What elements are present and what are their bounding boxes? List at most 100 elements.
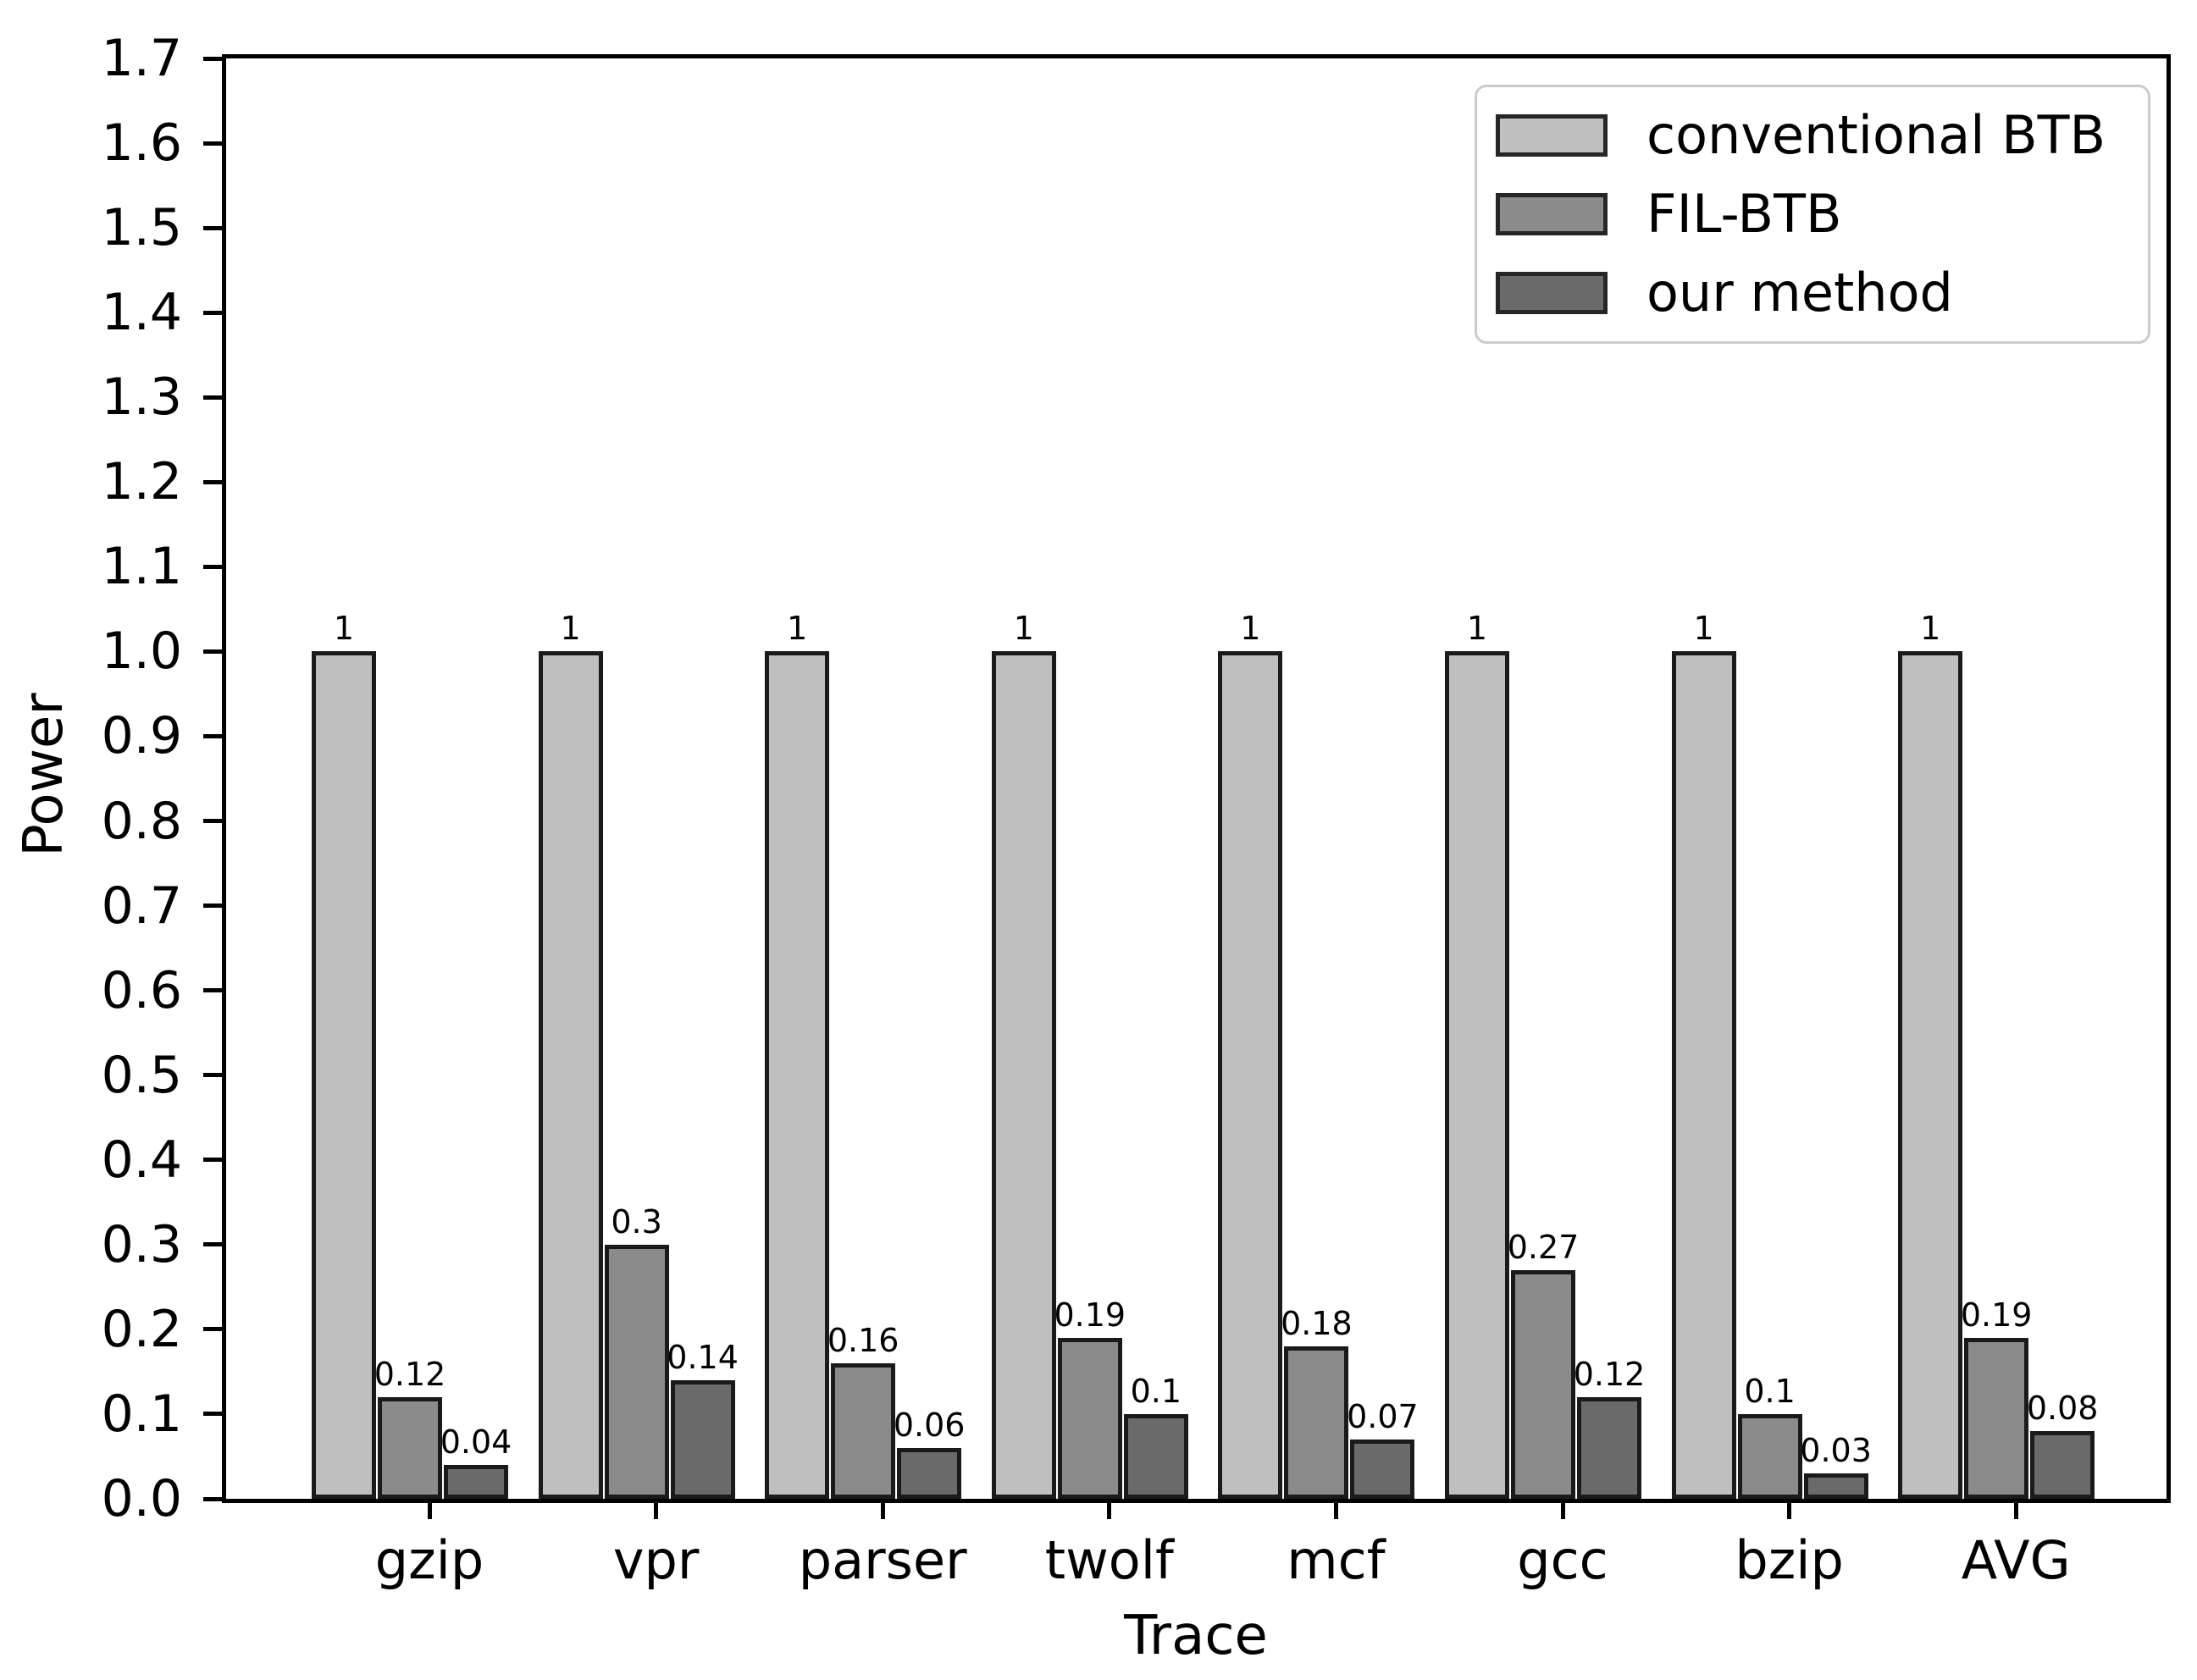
bar-value-label: 1 — [1013, 610, 1034, 648]
y-tick-label: 0.2 — [101, 1299, 182, 1359]
bar — [1964, 1337, 2029, 1499]
bar-value-label: 0.12 — [1573, 1355, 1646, 1393]
x-category-label: gcc — [1517, 1529, 1608, 1591]
x-category-label: gzip — [374, 1529, 484, 1591]
y-tick-mark — [203, 1073, 222, 1078]
y-tick-label: 0.8 — [101, 791, 182, 851]
bar-value-label: 0.12 — [374, 1355, 446, 1393]
bar — [1350, 1439, 1415, 1499]
bar — [1803, 1473, 1868, 1499]
y-tick-mark — [203, 564, 222, 569]
bar — [2030, 1430, 2095, 1499]
y-tick-label: 1.2 — [101, 452, 182, 512]
y-tick-mark — [203, 988, 222, 993]
y-tick-label: 0.6 — [101, 960, 182, 1020]
bar-value-label: 0.19 — [1054, 1296, 1126, 1334]
x-category-label: twolf — [1044, 1529, 1174, 1591]
bar — [444, 1464, 508, 1499]
x-tick-mark — [1787, 1499, 1792, 1519]
legend-item: FIL-BTB — [1496, 182, 2148, 245]
bar — [1737, 1413, 1802, 1499]
bar — [765, 651, 830, 1499]
bar-value-label: 0.04 — [440, 1423, 512, 1461]
legend-swatch — [1496, 113, 1608, 157]
y-tick-label: 1.7 — [101, 29, 182, 88]
y-tick-label: 1.5 — [101, 198, 182, 258]
bar-value-label: 1 — [1240, 610, 1261, 648]
y-tick-mark — [203, 310, 222, 315]
bar — [831, 1362, 896, 1499]
x-axis-title: Trace — [1124, 1605, 1268, 1667]
bar-value-label: 0.14 — [667, 1338, 739, 1376]
y-tick-mark — [203, 1496, 222, 1501]
y-tick-mark — [203, 225, 222, 230]
bar — [604, 1244, 669, 1499]
y-tick-mark — [203, 1412, 222, 1417]
x-tick-mark — [427, 1499, 432, 1519]
x-category-label: bzip — [1735, 1529, 1844, 1591]
y-tick-mark — [203, 56, 222, 61]
bar-value-label: 0.03 — [1800, 1431, 1872, 1469]
legend-label: conventional BTB — [1646, 103, 2106, 166]
x-tick-mark — [654, 1499, 659, 1519]
bar-value-label: 1 — [1693, 610, 1714, 648]
bar — [991, 651, 1056, 1499]
x-category-label: AVG — [1961, 1529, 2071, 1591]
y-tick-mark — [203, 819, 222, 824]
y-tick-mark — [203, 479, 222, 484]
x-tick-mark — [2013, 1499, 2018, 1519]
legend-item: our method — [1496, 267, 2148, 319]
legend-item: conventional BTB — [1496, 103, 2148, 166]
y-tick-mark — [203, 904, 222, 909]
y-tick-mark — [203, 1327, 222, 1332]
y-tick-label: 1.0 — [101, 622, 182, 682]
y-tick-mark — [203, 1158, 222, 1163]
legend-swatch — [1496, 272, 1608, 315]
x-tick-mark — [1333, 1499, 1338, 1519]
x-tick-mark — [1107, 1499, 1112, 1519]
y-tick-label: 0.0 — [101, 1469, 182, 1528]
bar-value-label: 1 — [1466, 610, 1488, 648]
x-category-label: mcf — [1287, 1529, 1386, 1591]
bar-value-label: 1 — [560, 610, 581, 648]
bar-value-label: 0.16 — [827, 1321, 899, 1359]
bar — [312, 651, 376, 1499]
y-tick-mark — [203, 733, 222, 738]
y-tick-label: 0.3 — [101, 1214, 182, 1274]
y-tick-label: 1.6 — [101, 113, 182, 174]
bar-value-label: 1 — [1920, 610, 1941, 648]
legend-label: our method — [1646, 262, 1953, 324]
bar — [538, 651, 603, 1499]
bar — [1445, 651, 1509, 1499]
bar — [1671, 651, 1736, 1499]
y-tick-label: 0.4 — [101, 1130, 182, 1190]
bar-value-label: 1 — [333, 610, 355, 648]
y-tick-mark — [203, 1242, 222, 1247]
y-tick-label: 0.1 — [101, 1384, 182, 1444]
bar — [1057, 1337, 1122, 1499]
bar-value-label: 0.1 — [1130, 1372, 1182, 1410]
bar — [378, 1396, 442, 1499]
bar — [1577, 1396, 1641, 1499]
bar — [1898, 651, 1963, 1499]
y-tick-label: 1.3 — [101, 368, 182, 428]
x-category-label: vpr — [612, 1529, 700, 1591]
bar-value-label: 0.19 — [1960, 1296, 2033, 1334]
bar-value-label: 1 — [787, 610, 808, 648]
bar-value-label: 0.3 — [611, 1202, 662, 1241]
y-tick-label: 1.1 — [101, 537, 182, 597]
y-axis-title: Power — [13, 693, 75, 857]
y-tick-mark — [203, 649, 222, 654]
bar — [897, 1447, 962, 1499]
legend-label: FIL-BTB — [1646, 182, 1842, 245]
x-tick-mark — [880, 1499, 885, 1519]
bar — [1284, 1346, 1349, 1499]
legend: conventional BTB FIL-BTB our method — [1475, 85, 2150, 344]
bar-value-label: 0.1 — [1744, 1372, 1796, 1410]
y-tick-label: 0.9 — [101, 706, 182, 766]
bar-value-label: 0.27 — [1507, 1228, 1580, 1266]
x-category-label: parser — [798, 1529, 967, 1591]
bar — [1123, 1413, 1188, 1499]
x-tick-mark — [1560, 1499, 1565, 1519]
